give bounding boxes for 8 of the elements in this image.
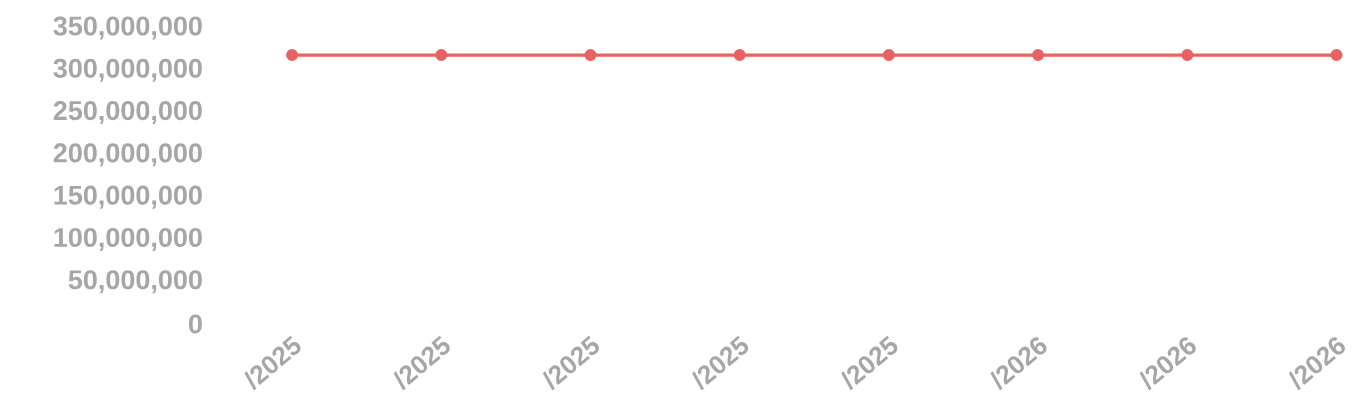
y-tick-label: 300,000,000	[53, 58, 202, 82]
y-tick-label: 200,000,000	[53, 143, 202, 167]
y-tick-label: 250,000,000	[53, 101, 202, 125]
y-tick-label: 150,000,000	[54, 185, 202, 209]
y-tick-label: 350,000,000	[53, 16, 202, 40]
y-tick-label: 50,000,000	[68, 270, 202, 294]
y-tick-label: 100,000,000	[54, 227, 202, 251]
y-tick-label: 0	[189, 314, 202, 334]
